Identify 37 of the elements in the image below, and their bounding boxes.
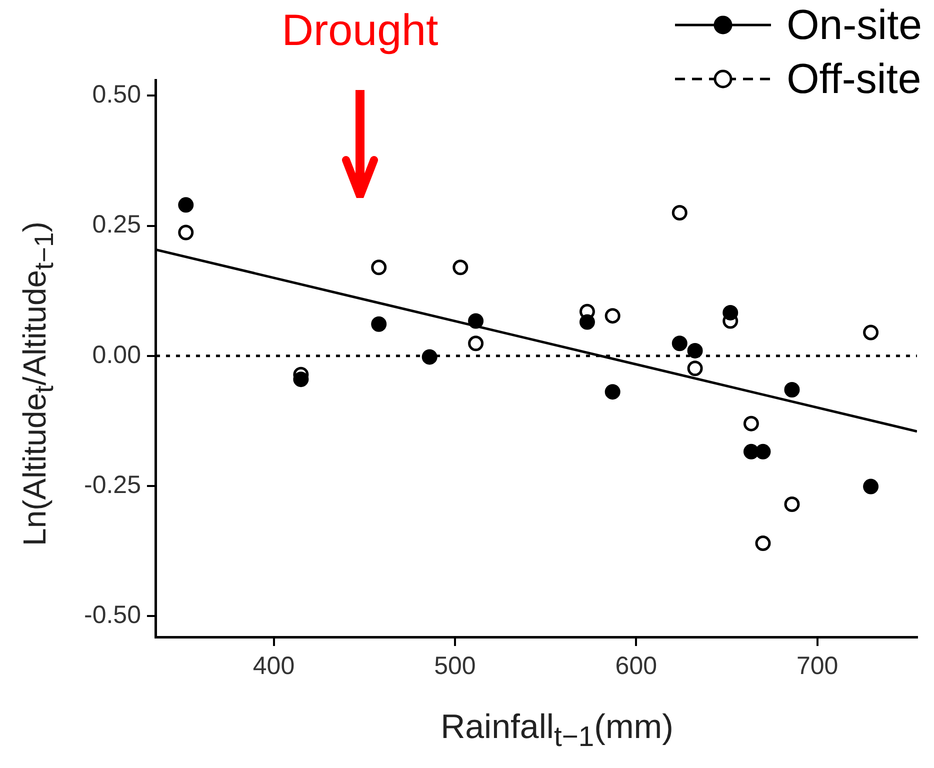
- point: [722, 304, 738, 320]
- point: [468, 313, 484, 329]
- point: [863, 478, 879, 494]
- point: [468, 336, 484, 352]
- point: [687, 360, 703, 376]
- point: [687, 342, 703, 358]
- point: [371, 260, 387, 276]
- point: [604, 384, 620, 400]
- point: [672, 204, 688, 220]
- point: [604, 308, 620, 324]
- point: [371, 316, 387, 332]
- point: [784, 382, 800, 398]
- point: [422, 349, 438, 365]
- x-tick-label: 400: [252, 652, 295, 680]
- point: [452, 260, 468, 276]
- y-tick-label: 0.00: [92, 340, 141, 369]
- point: [293, 372, 309, 388]
- text: Drought: [280, 6, 440, 56]
- point: [743, 416, 759, 432]
- y-tick-label: -0.25: [84, 470, 141, 499]
- legend-label: Off-site: [786, 54, 922, 104]
- point: [579, 314, 595, 330]
- point: [863, 324, 879, 340]
- y-tick-label: 0.25: [92, 210, 141, 239]
- x-axis-title: Rainfall$_{t−1}$(mm): [440, 708, 674, 754]
- point: [784, 496, 800, 512]
- point: [178, 197, 194, 213]
- point: [178, 224, 194, 240]
- x-tick-label: 500: [434, 652, 476, 680]
- y-tick-label: -0.50: [84, 601, 141, 630]
- point: [755, 536, 771, 552]
- y-tick-label: 0.50: [92, 80, 141, 109]
- legend-label: On-site: [786, 0, 922, 50]
- point: [755, 444, 771, 460]
- point: [672, 336, 688, 352]
- x-tick-label: 700: [796, 652, 838, 680]
- x-tick-label: 600: [615, 652, 658, 680]
